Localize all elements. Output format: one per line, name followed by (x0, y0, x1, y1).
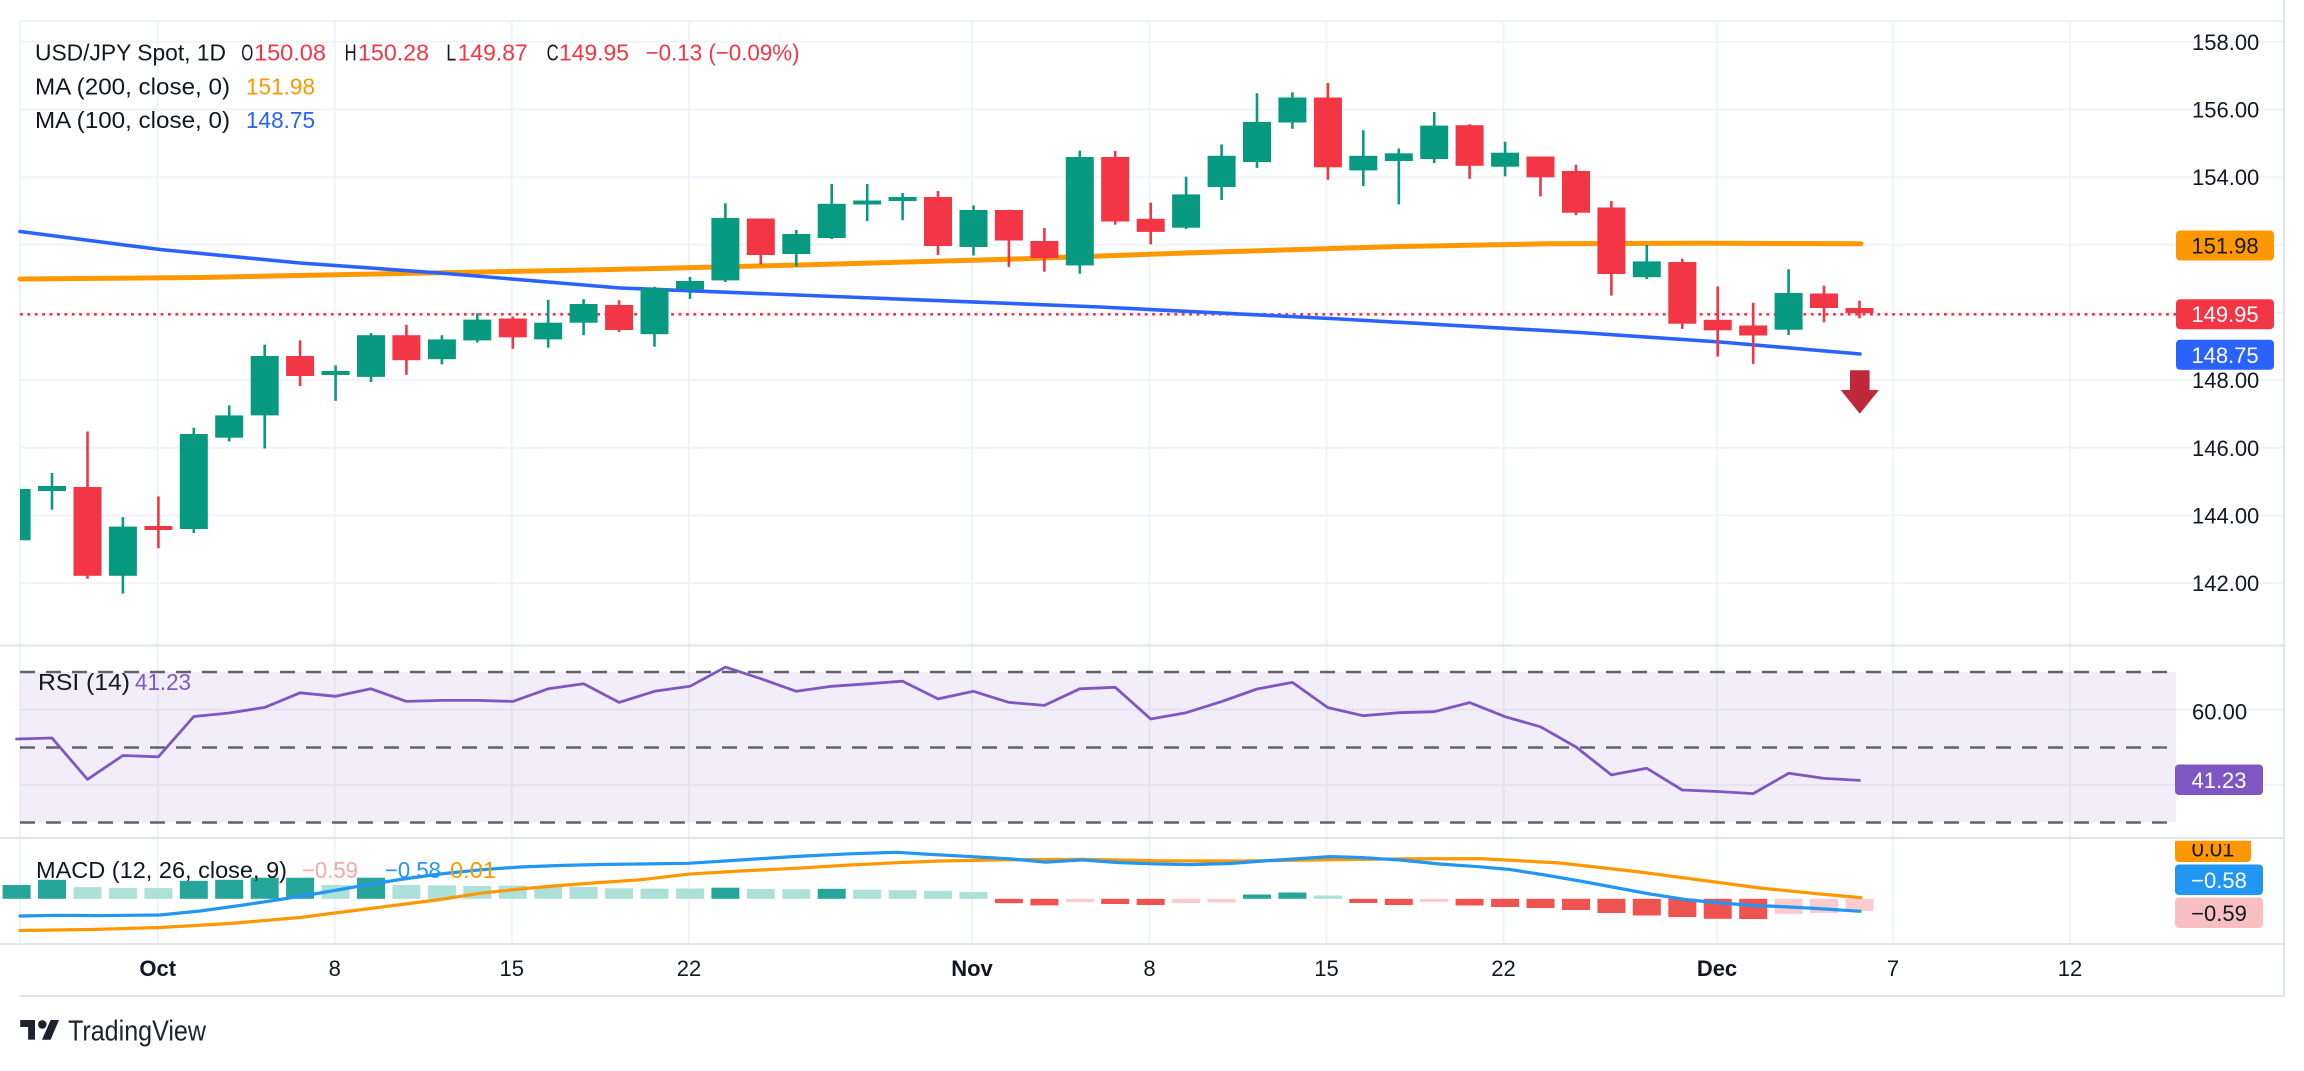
svg-text:USD/JPY Spot, 1D: USD/JPY Spot, 1D (35, 40, 226, 66)
svg-text:TradingView: TradingView (68, 1016, 207, 1048)
svg-text:7: 7 (1887, 956, 1899, 981)
svg-text:−0.13 (−0.09%): −0.13 (−0.09%) (646, 40, 800, 66)
svg-text:MACD (12, 26, close, 9): MACD (12, 26, close, 9) (36, 857, 287, 883)
svg-text:22: 22 (1491, 956, 1515, 981)
svg-text:8: 8 (1143, 956, 1155, 981)
svg-text:MA (100, close, 0): MA (100, close, 0) (35, 107, 230, 133)
svg-text:Oct: Oct (139, 956, 176, 981)
svg-text:158.00: 158.00 (2192, 30, 2259, 55)
svg-text:15: 15 (499, 956, 523, 981)
svg-text:Nov: Nov (951, 956, 993, 981)
svg-text:148.75: 148.75 (246, 107, 315, 133)
svg-text:142.00: 142.00 (2192, 571, 2259, 596)
svg-text:22: 22 (677, 956, 701, 981)
svg-text:C: C (547, 40, 559, 66)
svg-text:60.00: 60.00 (2192, 700, 2247, 725)
svg-text:15: 15 (1314, 956, 1338, 981)
svg-text:−0.59: −0.59 (302, 857, 358, 883)
svg-text:148.00: 148.00 (2192, 368, 2259, 393)
svg-text:−0.59: −0.59 (2191, 901, 2247, 926)
svg-text:O: O (241, 40, 253, 66)
svg-text:−0.58: −0.58 (2191, 868, 2247, 893)
svg-text:MA (200, close, 0): MA (200, close, 0) (35, 73, 230, 99)
svg-text:149.87: 149.87 (458, 40, 528, 66)
svg-text:151.98: 151.98 (246, 73, 315, 99)
svg-text:150.08: 150.08 (254, 40, 326, 66)
svg-text:148.75: 148.75 (2191, 343, 2258, 368)
svg-text:L: L (446, 40, 456, 66)
svg-text:RSI (14): RSI (14) (38, 669, 130, 695)
svg-text:154.00: 154.00 (2192, 165, 2259, 190)
svg-text:41.23: 41.23 (135, 669, 191, 695)
svg-text:149.95: 149.95 (559, 40, 629, 66)
svg-text:12: 12 (2058, 956, 2082, 981)
svg-text:144.00: 144.00 (2192, 503, 2259, 528)
svg-text:−0.58: −0.58 (385, 857, 441, 883)
svg-text:150.28: 150.28 (358, 40, 429, 66)
svg-text:Dec: Dec (1697, 956, 1737, 981)
svg-text:8: 8 (329, 956, 341, 981)
svg-text:146.00: 146.00 (2192, 436, 2259, 461)
svg-text:156.00: 156.00 (2192, 98, 2259, 123)
svg-text:151.98: 151.98 (2191, 233, 2258, 258)
svg-text:41.23: 41.23 (2191, 768, 2246, 793)
svg-text:H: H (345, 40, 357, 66)
svg-text:149.95: 149.95 (2191, 302, 2258, 327)
svg-text:0.01: 0.01 (2192, 837, 2235, 862)
svg-text:0.01: 0.01 (450, 857, 496, 883)
